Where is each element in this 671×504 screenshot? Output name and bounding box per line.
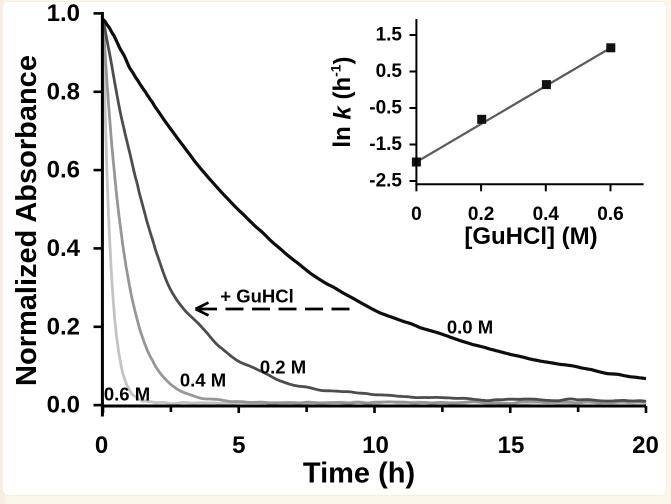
svg-text:Time (h): Time (h) — [303, 458, 415, 490]
svg-text:0.6: 0.6 — [47, 157, 80, 184]
svg-text:1.5: 1.5 — [376, 25, 403, 46]
svg-text:-1.5: -1.5 — [369, 134, 402, 155]
svg-text:0.6 M: 0.6 M — [104, 384, 150, 405]
svg-text:20: 20 — [632, 432, 659, 459]
svg-text:0.2: 0.2 — [47, 313, 80, 340]
svg-text:0.2: 0.2 — [468, 204, 494, 225]
svg-text:0.0 M: 0.0 M — [447, 317, 493, 338]
svg-text:0.0: 0.0 — [47, 392, 80, 419]
svg-text:-0.5: -0.5 — [369, 98, 402, 119]
svg-text:ln k (h-1): ln k (h-1) — [328, 56, 357, 147]
svg-text:0.5: 0.5 — [376, 61, 403, 82]
svg-text:[GuHCl] (M): [GuHCl] (M) — [464, 223, 597, 250]
svg-text:10: 10 — [362, 432, 389, 459]
svg-text:15: 15 — [498, 432, 525, 459]
svg-text:0.8: 0.8 — [47, 78, 80, 105]
svg-text:0: 0 — [95, 432, 108, 459]
svg-text:0.4: 0.4 — [533, 204, 560, 225]
svg-text:5: 5 — [232, 432, 245, 459]
svg-text:0.4 M: 0.4 M — [180, 370, 226, 391]
svg-text:0: 0 — [411, 204, 422, 225]
svg-text:0.4: 0.4 — [47, 235, 81, 262]
svg-text:0.6: 0.6 — [597, 204, 623, 225]
svg-text:+ GuHCl: + GuHCl — [220, 286, 294, 307]
svg-text:-2.5: -2.5 — [369, 171, 402, 192]
svg-text:1.0: 1.0 — [47, 0, 80, 27]
svg-text:Normalized Absorbance: Normalized Absorbance — [11, 55, 43, 386]
svg-text:0.2 M: 0.2 M — [260, 357, 306, 378]
